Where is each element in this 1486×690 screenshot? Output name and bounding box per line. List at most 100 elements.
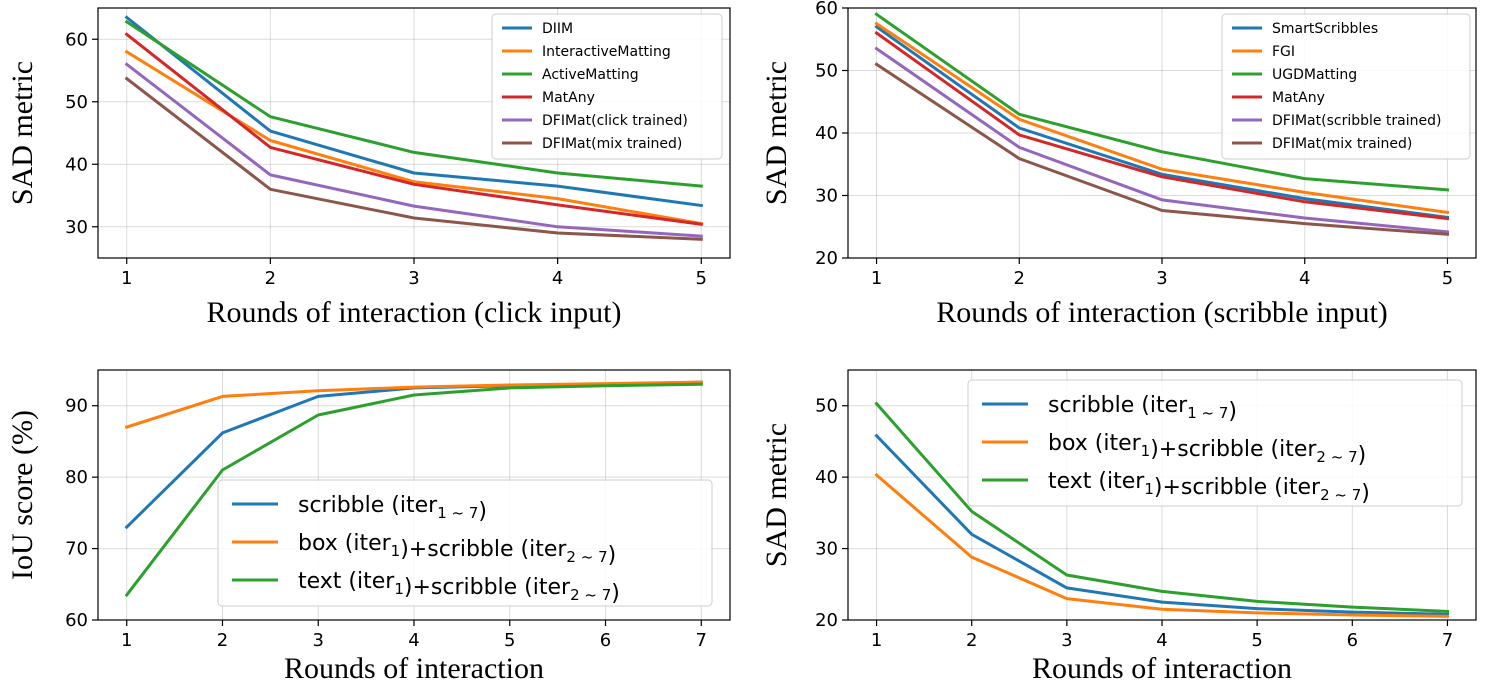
legend-text: box (iter (1048, 431, 1142, 456)
legend: scribble (iter1 ~ 7)box (iter1)+scribble… (967, 379, 1463, 507)
x-axis-label: Rounds of interaction (scribble input) (936, 296, 1388, 329)
legend-label-6: DFIMat(mix trained) (542, 136, 682, 152)
series-line-3 (874, 401, 1450, 613)
legend-label-5: DFIMat(click trained) (542, 113, 688, 129)
legend-subscript: 2 ~ 7 (566, 548, 607, 566)
x-tick-label: 4 (408, 630, 419, 651)
y-tick-label: 60 (65, 610, 88, 631)
legend-text: ) (1358, 443, 1367, 468)
x-tick-label: 2 (217, 630, 228, 651)
x-tick-label: 2 (1014, 268, 1025, 289)
x-axis-label: Rounds of interaction (284, 652, 544, 685)
chart-panel-2: 1 2 3 4 5 20 30 40 50 60 Rounds of interaction (sc… (760, 0, 1477, 329)
legend: SmartScribbles FGI UGDMatting MatAny DFIMat(… (1221, 13, 1471, 160)
legend-text: ) (608, 543, 617, 568)
x-tick-label: 6 (600, 630, 611, 651)
series-line-1 (874, 433, 1450, 616)
x-tick-label: 5 (1442, 268, 1453, 289)
y-tick-label: 30 (815, 539, 838, 560)
y-tick-label: 40 (815, 123, 838, 144)
legend-text: DIIM (542, 21, 573, 37)
legend-box (217, 479, 713, 607)
series-line-5 (124, 62, 703, 238)
legend-label-3: text (iter1)+scribble (iter2 ~ 7) (298, 569, 620, 606)
legend-subscript: 1 (391, 542, 401, 560)
x-tick-label: 4 (1156, 630, 1167, 651)
chart-panel-3: 1 2 3 4 5 6 7 60 70 80 90 Rounds of interaction IoU … (6, 369, 731, 685)
x-tick-label: 1 (871, 268, 882, 289)
legend-label-1: scribble (iter1 ~ 7) (298, 493, 487, 524)
y-axis-label: SAD metric (760, 423, 793, 567)
legend-label-4: MatAny (1272, 90, 1325, 106)
legend-text: )+scribble (iter (400, 537, 567, 562)
legend-label-1: SmartScribbles (1272, 21, 1378, 37)
legend-label-5: DFIMat(scribble trained) (1272, 113, 1441, 129)
y-tick-label: 30 (815, 186, 838, 207)
legend-label-3: text (iter1)+scribble (iter2 ~ 7) (1048, 469, 1370, 506)
x-axis-label: Rounds of interaction (1032, 652, 1292, 685)
legend-text: MatAny (542, 90, 595, 106)
x-tick-label: 3 (1156, 268, 1167, 289)
series-line-1 (124, 15, 703, 208)
y-tick-label: 50 (815, 396, 838, 417)
y-tick-label: 80 (65, 467, 88, 488)
legend-label-1: scribble (iter1 ~ 7) (1048, 393, 1237, 424)
x-tick-label: 1 (121, 268, 132, 289)
y-tick-label: 40 (65, 154, 88, 175)
legend-subscript: 2 ~ 7 (1316, 448, 1357, 466)
legend-text: )+scribble (iter (1154, 475, 1321, 500)
y-axis-label: IoU score (%) (6, 410, 39, 580)
x-tick-label: 4 (552, 268, 563, 289)
y-tick-label: 50 (65, 92, 88, 113)
y-tick-label: 20 (815, 248, 838, 269)
series-line-6 (874, 62, 1450, 236)
legend: DIIM InteractiveMatting ActiveMatting MatAn… (491, 13, 723, 160)
legend-text: scribble (iter (1048, 393, 1188, 418)
legend-label-2: FGI (1272, 44, 1295, 60)
legend-label-6: DFIMat(mix trained) (1272, 136, 1412, 152)
legend-subscript: 1 (1144, 480, 1154, 498)
legend-box (491, 13, 723, 160)
legend-subscript: 1 ~ 7 (1187, 404, 1228, 422)
legend-box (1221, 13, 1471, 160)
series-line-6 (124, 76, 703, 241)
x-tick-label: 7 (1442, 630, 1453, 651)
legend-subscript: 1 ~ 7 (437, 504, 478, 522)
legend-text: )+scribble (iter (1150, 437, 1317, 462)
chart-panel-1: 1 2 3 4 5 30 40 50 60 Rounds of interaction (clic… (6, 7, 731, 329)
y-axis-label: SAD metric (6, 61, 39, 205)
legend: scribble (iter1 ~ 7)box (iter1)+scribble… (217, 479, 713, 607)
series-line-3 (124, 382, 703, 598)
series-line-2 (874, 472, 1450, 618)
legend-subscript: 1 (394, 580, 404, 598)
legend-label-4: MatAny (542, 90, 595, 106)
x-tick-label: 3 (1061, 630, 1072, 651)
x-tick-label: 2 (265, 268, 276, 289)
legend-text: SmartScribbles (1272, 21, 1378, 37)
legend-text: ActiveMatting (542, 67, 639, 83)
legend-text: UGDMatting (1272, 67, 1357, 83)
legend-subscript: 2 ~ 7 (570, 586, 611, 604)
legend-text: DFIMat(click trained) (542, 113, 688, 129)
y-tick-label: 70 (65, 539, 88, 560)
series-line-4 (874, 30, 1450, 221)
legend-text: ) (611, 581, 620, 606)
x-tick-label: 5 (504, 630, 515, 651)
x-tick-label: 5 (696, 268, 707, 289)
legend-box (967, 379, 1463, 507)
series-line-3 (874, 12, 1450, 192)
legend-text: text (iter (298, 569, 395, 594)
series-line-2 (124, 380, 703, 429)
x-tick-label: 2 (966, 630, 977, 651)
x-tick-label: 3 (313, 630, 324, 651)
legend-text: box (iter (298, 531, 392, 556)
legend-label-1: DIIM (542, 21, 573, 37)
x-tick-label: 5 (1251, 630, 1262, 651)
series-line-5 (874, 46, 1450, 234)
y-tick-label: 60 (65, 29, 88, 50)
y-tick-label: 40 (815, 467, 838, 488)
legend-text: )+scribble (iter (404, 575, 571, 600)
x-tick-label: 6 (1347, 630, 1358, 651)
legend-text: ) (1228, 399, 1237, 424)
